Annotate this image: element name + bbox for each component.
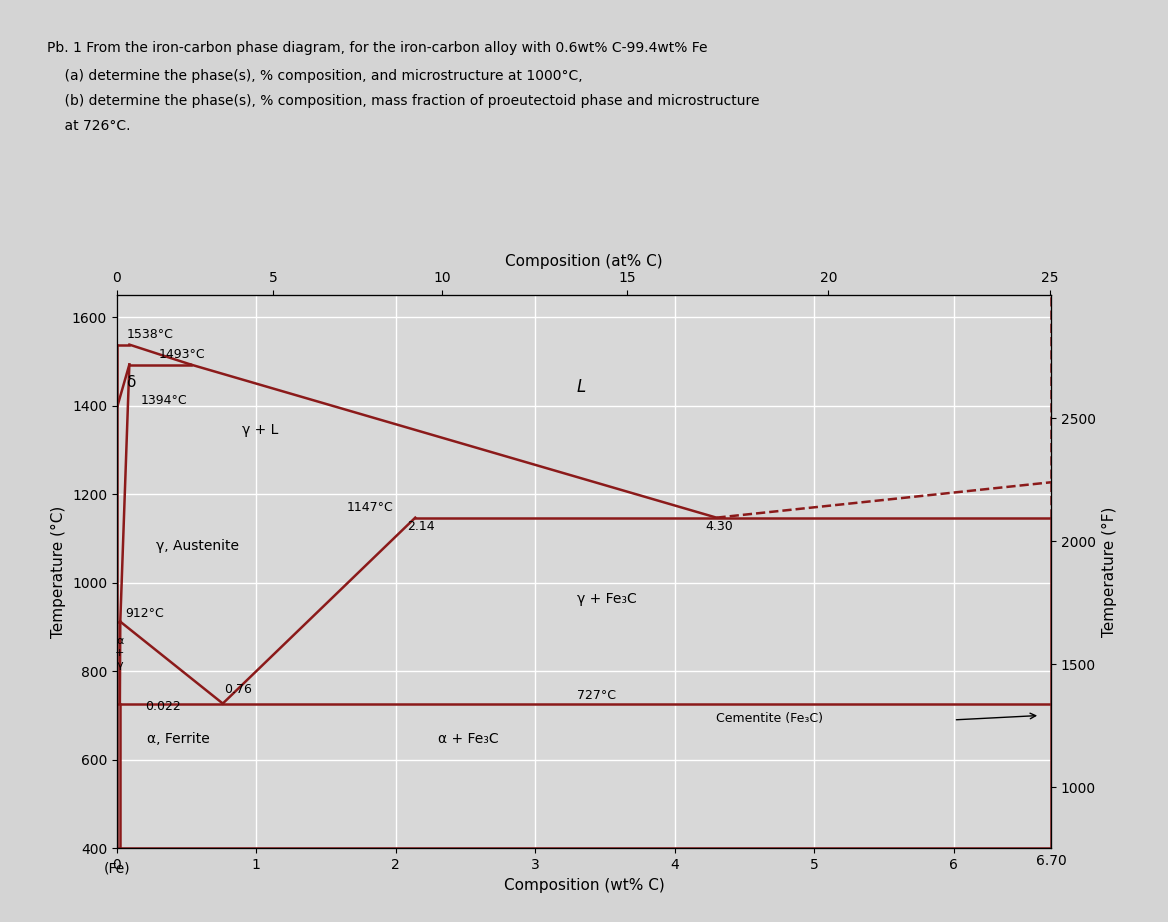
Text: Pb. 1 From the iron-carbon phase diagram, for the iron-carbon alloy with 0.6wt% : Pb. 1 From the iron-carbon phase diagram… — [47, 41, 707, 55]
Text: 1394°C: 1394°C — [140, 395, 187, 408]
X-axis label: Composition (at% C): Composition (at% C) — [506, 254, 662, 268]
Text: α, Ferrite: α, Ferrite — [147, 732, 210, 746]
Text: L: L — [577, 378, 586, 396]
Text: (Fe): (Fe) — [104, 861, 130, 876]
Text: (a) determine the phase(s), % composition, and microstructure at 1000°C,: (a) determine the phase(s), % compositio… — [47, 69, 583, 83]
Y-axis label: Temperature (°C): Temperature (°C) — [51, 505, 67, 638]
X-axis label: Composition (wt% C): Composition (wt% C) — [503, 878, 665, 892]
Text: α
+
γ: α + γ — [116, 636, 125, 669]
Text: 1147°C: 1147°C — [347, 501, 394, 514]
Text: 1538°C: 1538°C — [126, 328, 173, 341]
Text: 0.022: 0.022 — [145, 700, 180, 713]
Text: γ + L: γ + L — [242, 423, 279, 437]
Text: 0.76: 0.76 — [224, 683, 252, 696]
Text: Cementite (Fe₃C): Cementite (Fe₃C) — [716, 712, 823, 725]
Text: 2.14: 2.14 — [406, 521, 434, 534]
Text: 912°C: 912°C — [125, 607, 164, 620]
Text: 6.70: 6.70 — [1036, 854, 1066, 868]
Text: α + Fe₃C: α + Fe₃C — [438, 732, 499, 746]
Text: 1493°C: 1493°C — [159, 348, 206, 361]
Text: γ, Austenite: γ, Austenite — [155, 538, 238, 552]
Text: δ: δ — [126, 374, 135, 390]
Text: (b) determine the phase(s), % composition, mass fraction of proeutectoid phase a: (b) determine the phase(s), % compositio… — [47, 94, 759, 108]
Text: 727°C: 727°C — [577, 689, 616, 702]
Y-axis label: Temperature (°F): Temperature (°F) — [1101, 506, 1117, 637]
Text: at 726°C.: at 726°C. — [47, 119, 130, 133]
Text: 4.30: 4.30 — [705, 521, 734, 534]
Text: γ + Fe₃C: γ + Fe₃C — [577, 592, 637, 606]
